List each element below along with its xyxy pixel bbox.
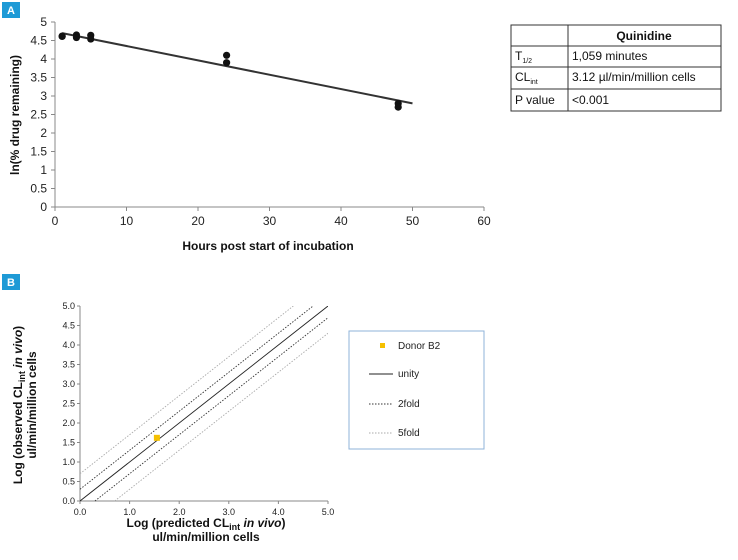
legend-label-donor: Donor B2 xyxy=(398,341,441,352)
chart-b-y-tick-label: 2.0 xyxy=(62,418,75,428)
panel-b-label: B xyxy=(7,277,15,289)
chart-b-x-title-end: ) xyxy=(282,516,286,530)
table-row-label-sub: int xyxy=(530,79,537,86)
panel-b-badge: B xyxy=(2,274,20,290)
chart-b-y-tick-label: 5.0 xyxy=(62,301,75,311)
chart-a-points xyxy=(58,31,402,111)
chart-b-y-tick-label: 3.0 xyxy=(62,379,75,389)
table-row-label: P value xyxy=(515,93,555,107)
legend-border xyxy=(348,330,485,450)
chart-a: 0 0.5 1 1.5 2 2.5 3 3.5 4 4.5 5 0 10 20 30 40 50 60 Hour… xyxy=(8,15,491,253)
chart-b: 0.0 0.5 1.0 1.5 2.0 2.5 3.0 3.5 4.0 4.5 5.0 0.0 1.0… xyxy=(11,301,485,544)
chart-b-x-tick-label: 3.0 xyxy=(223,507,236,517)
chart-b-y-ticks: 0.0 0.5 1.0 1.5 2.0 2.5 3.0 3.5 4.0 4.5 5.0 xyxy=(62,301,80,506)
chart-b-y-tick-label: 2.5 xyxy=(62,399,75,409)
chart-b-x-tick-label: 1.0 xyxy=(123,507,136,517)
chart-b-line-5fold xyxy=(114,332,328,502)
chart-a-x-tick-label: 0 xyxy=(52,214,59,228)
chart-b-y-tick-label: 4.5 xyxy=(62,321,75,331)
legend-label-unity: unity xyxy=(398,369,419,380)
chart-b-x-tick-label: 5.0 xyxy=(322,507,335,517)
table-row-label-main: P value xyxy=(515,93,555,107)
chart-b-line-2fold xyxy=(80,306,314,490)
chart-b-x-title-italic: in vivo xyxy=(240,516,281,530)
chart-a-y-tick-label: 4 xyxy=(40,52,47,66)
chart-b-y-units: ul/min/million cells xyxy=(25,351,39,459)
table-header-drug: Quinidine xyxy=(616,29,672,43)
chart-a-y-tick-label: 1 xyxy=(40,163,47,177)
chart-a-y-tick-label: 3.5 xyxy=(30,71,47,85)
chart-b-y-tick-label: 1.0 xyxy=(62,457,75,467)
chart-b-points xyxy=(153,434,160,441)
table-border xyxy=(510,24,722,112)
chart-b-legend: Donor B2 unity 2fold 5fold xyxy=(348,330,485,450)
chart-b-data-point xyxy=(153,434,160,441)
chart-b-y-title-italic: in vivo xyxy=(11,330,25,371)
chart-a-x-tick-label: 10 xyxy=(120,214,134,228)
legend-marker-donor xyxy=(380,343,385,348)
chart-a-x-ticks: 0 10 20 30 40 50 60 xyxy=(52,207,491,228)
chart-a-x-tick-label: 20 xyxy=(191,214,205,228)
chart-b-y-title-group: Log (observed CLint in vivo) ul/min/mill… xyxy=(11,326,39,484)
chart-a-y-tick-label: 0 xyxy=(40,200,47,214)
chart-a-x-tick-label: 30 xyxy=(263,214,277,228)
chart-b-x-tick-label: 4.0 xyxy=(272,507,285,517)
chart-b-x-ticks: 0.0 1.0 2.0 3.0 4.0 5.0 xyxy=(74,501,335,517)
table-row-label-main: T xyxy=(515,49,523,63)
chart-a-fit-line xyxy=(61,32,413,105)
table-rows: T1/2 1,059 minutes CLint 3.12 µl/min/millio… xyxy=(515,49,696,107)
table-row-value: 3.12 µl/min/million cells xyxy=(572,70,696,84)
panel-a-badge: A xyxy=(2,2,20,18)
chart-b-y-tick-label: 0.0 xyxy=(62,496,75,506)
chart-b-y-title: Log (observed CLint in vivo) xyxy=(11,326,27,484)
table-row-label-main: CL xyxy=(515,70,531,84)
chart-b-line-unity xyxy=(80,306,328,502)
chart-a-data-point xyxy=(223,51,231,59)
chart-b-y-tick-label: 4.0 xyxy=(62,340,75,350)
chart-b-y-tick-label: 0.5 xyxy=(62,477,75,487)
chart-a-y-title: ln(% drug remaining) xyxy=(8,55,22,175)
chart-b-x-units: ul/min/million cells xyxy=(152,530,260,544)
table-row-value: 1,059 minutes xyxy=(572,49,647,63)
chart-a-data-point xyxy=(72,33,81,42)
chart-b-line-2fold xyxy=(94,317,328,502)
chart-b-y-title-sub: int xyxy=(17,371,27,382)
table-row-value: <0.001 xyxy=(572,93,609,107)
chart-b-y-title-end: ) xyxy=(11,326,25,330)
chart-b-lines xyxy=(80,306,328,502)
chart-b-y-tick-label: 3.5 xyxy=(62,360,75,370)
chart-a-y-tick-label: 0.5 xyxy=(30,182,47,196)
chart-b-x-tick-label: 0.0 xyxy=(74,507,87,517)
panel-a-label: A xyxy=(7,5,15,17)
chart-b-x-title-main: Log (predicted CL xyxy=(126,516,229,530)
chart-b-x-title: Log (predicted CLint in vivo) xyxy=(126,516,285,532)
chart-b-line-5fold xyxy=(80,306,294,475)
chart-a-x-tick-label: 50 xyxy=(406,214,420,228)
chart-a-data-point xyxy=(223,59,231,67)
chart-a-data-point xyxy=(394,103,402,111)
chart-a-data-point xyxy=(58,32,66,40)
legend-label-5fold: 5fold xyxy=(398,428,420,439)
legend-label-2fold: 2fold xyxy=(398,399,420,410)
chart-b-x-title-sub: int xyxy=(229,522,240,532)
chart-a-x-title: Hours post start of incubation xyxy=(182,239,353,253)
chart-a-y-tick-label: 2 xyxy=(40,126,47,140)
chart-b-y-title-main: Log (observed CL xyxy=(11,382,25,484)
chart-a-x-tick-label: 60 xyxy=(477,214,491,228)
chart-a-y-tick-label: 2.5 xyxy=(30,108,47,122)
table-row-label-sub: 1/2 xyxy=(522,58,532,65)
chart-b-x-tick-label: 2.0 xyxy=(173,507,186,517)
table-row-label: T1/2 xyxy=(515,49,532,65)
chart-a-data-point xyxy=(87,35,95,43)
stats-table: Quinidine T1/2 1,059 minutes CLint 3.12 µl/… xyxy=(510,24,722,112)
table-row-label: CLint xyxy=(515,70,538,86)
chart-a-x-tick-label: 40 xyxy=(334,214,348,228)
chart-a-y-tick-label: 3 xyxy=(40,89,47,103)
chart-a-y-tick-label: 4.5 xyxy=(30,34,47,48)
chart-a-y-tick-label: 5 xyxy=(40,15,47,29)
chart-a-y-ticks: 0 0.5 1 1.5 2 2.5 3 3.5 4 4.5 5 xyxy=(30,15,55,214)
chart-b-y-tick-label: 1.5 xyxy=(62,438,75,448)
chart-a-y-tick-label: 1.5 xyxy=(30,145,47,159)
